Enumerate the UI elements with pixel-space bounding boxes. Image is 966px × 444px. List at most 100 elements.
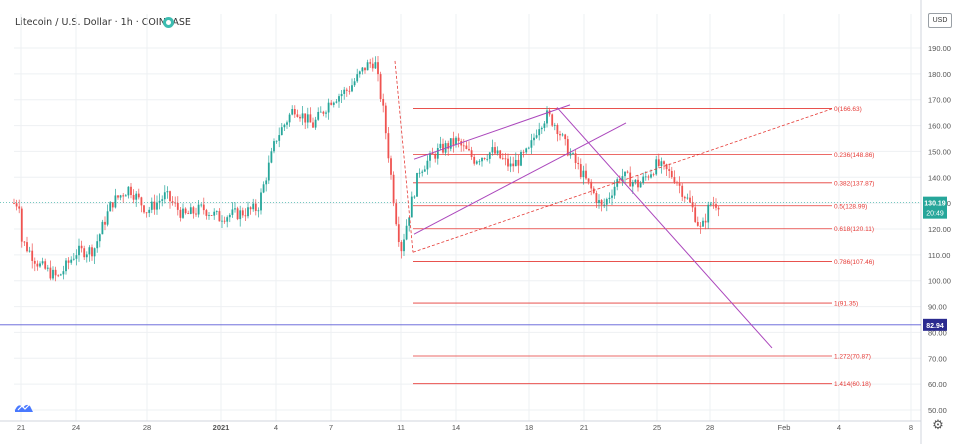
candle-body (561, 134, 564, 136)
tradingview-logo-icon[interactable] (14, 400, 34, 414)
fib-level-label: 1.414(60.18) (834, 381, 871, 388)
candle-body (702, 220, 704, 227)
candle-body (104, 221, 106, 225)
candle-body (556, 124, 559, 135)
candle-body (39, 263, 41, 267)
x-tick-label: 2021 (213, 423, 230, 432)
candle-body (564, 134, 567, 140)
candle-body (62, 271, 65, 275)
candle-body (535, 135, 538, 138)
candle-body (205, 210, 208, 216)
candle-body (397, 224, 400, 243)
candle-body (36, 263, 39, 267)
candle-body (244, 215, 247, 217)
x-tick-label: 25 (653, 423, 661, 432)
y-tick-label: 110.00 (928, 251, 950, 260)
candle-body (468, 148, 470, 151)
candle-body (715, 204, 717, 208)
candle-body (434, 154, 437, 159)
candle-body (179, 209, 182, 218)
candle-body (642, 176, 645, 184)
gear-icon[interactable]: ⚙ (932, 418, 944, 433)
candle-body (96, 241, 99, 249)
candle-body (585, 170, 587, 179)
candle-body (202, 204, 205, 211)
candle-countdown: 20:49 (926, 211, 944, 218)
candle-body (184, 208, 187, 214)
candle-body (278, 135, 281, 141)
candle-body (236, 208, 239, 220)
candle-body (369, 62, 372, 64)
x-tick-label: 24 (72, 423, 80, 432)
candle-body (208, 215, 210, 216)
candle-body (117, 195, 119, 198)
candle-body (621, 176, 624, 181)
support-price-badge-bg (923, 318, 947, 331)
candle-body (626, 171, 629, 173)
candle-body (462, 145, 465, 147)
candle-body (132, 194, 135, 200)
candle-body (163, 192, 166, 200)
candle-body (405, 225, 408, 240)
candle-body (314, 119, 317, 128)
x-tick-label: 21 (17, 423, 25, 432)
candle-body (195, 213, 197, 215)
candle-body (31, 250, 34, 261)
candle-body (192, 207, 195, 214)
candle-body (109, 202, 112, 212)
candle-body (67, 260, 70, 263)
candle-body (577, 162, 580, 165)
candle-body (353, 81, 356, 86)
currency-toggle[interactable]: USD (928, 13, 952, 28)
candle-body (182, 208, 184, 218)
candle-body (717, 207, 720, 210)
candle-body (254, 203, 257, 211)
candle-body (374, 62, 377, 69)
candle-body (176, 202, 179, 210)
candle-body (101, 221, 104, 235)
candle-body (135, 193, 138, 200)
candle-body (283, 124, 286, 128)
candle-body (572, 153, 574, 155)
candle-body (85, 254, 88, 258)
candle-body (696, 221, 699, 226)
candle-body (309, 114, 312, 123)
candle-body (676, 182, 678, 184)
candle-body (335, 101, 338, 103)
candle-body (218, 211, 221, 222)
candle-body (686, 197, 689, 199)
candle-body (486, 158, 489, 160)
candle-body (78, 245, 80, 256)
candle-body (262, 184, 265, 193)
candle-body (325, 112, 327, 114)
candle-body (299, 116, 301, 119)
candle-body (598, 200, 600, 204)
candle-body (260, 192, 262, 211)
candle-body (452, 138, 455, 145)
candle-body (600, 200, 603, 205)
x-tick-label: 28 (706, 423, 714, 432)
candle-body (546, 110, 548, 124)
candle-body (644, 176, 647, 178)
candle-body (457, 137, 460, 142)
candle-body (366, 62, 369, 71)
candle-body (348, 90, 351, 92)
candle-body (455, 137, 457, 145)
candle-body (106, 211, 109, 225)
candle-body (683, 196, 686, 199)
candle-body (148, 209, 151, 213)
candle-body (470, 150, 473, 157)
candle-body (59, 274, 62, 276)
market-status-icon[interactable] (163, 17, 174, 28)
candle-body (257, 210, 260, 212)
fib-level-label: 0.236(148.86) (834, 152, 874, 159)
candle-body (390, 158, 392, 175)
candle-body (579, 164, 582, 178)
candle-body (514, 159, 517, 167)
candle-body (403, 239, 405, 252)
candle-body (605, 199, 608, 205)
candle-body (423, 169, 426, 172)
candle-body (483, 157, 486, 159)
candle-body (351, 85, 353, 92)
